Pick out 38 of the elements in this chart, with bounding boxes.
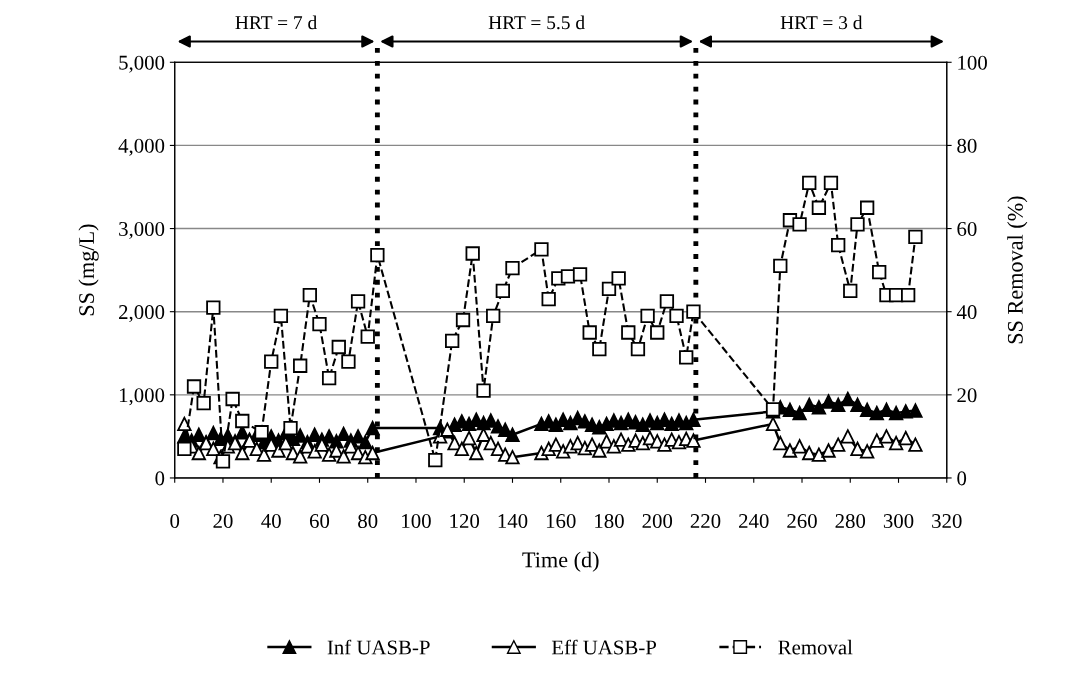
legend-label: Inf UASB-P: [327, 639, 430, 655]
x-tick-label: 20: [213, 513, 233, 529]
x-tick-label: 0: [170, 513, 180, 529]
x-tick-label: 80: [358, 513, 378, 529]
x-tick-label: 180: [595, 513, 624, 529]
text: HRT = 5.5 d: [488, 15, 585, 30]
x-tick-label: 200: [642, 513, 673, 529]
legend-label: Removal: [778, 639, 853, 655]
y2-tick-label: 40: [956, 305, 977, 320]
legend-label: Eff UASB-P: [551, 639, 657, 655]
y2-tick-label: 100: [958, 55, 987, 70]
text: HRT = 7 d: [235, 15, 317, 30]
y-tick-label: 2,000: [119, 305, 165, 323]
y-tick-label: 1,000: [119, 388, 165, 406]
x-tick-label: 40: [261, 513, 281, 529]
y-axis-title: SS (mg/L): [78, 224, 99, 316]
x-tick-label: 100: [402, 513, 431, 529]
x-tick-label: 120: [450, 513, 480, 529]
y2-axis-title: SS Removal (%): [1007, 196, 1028, 344]
y-tick-label: 0: [155, 471, 165, 486]
x-tick-label: 140: [498, 513, 528, 529]
x-tick-label: 300: [883, 513, 914, 529]
y2-tick-label: 20: [957, 388, 977, 403]
x-tick-label: 260: [787, 513, 817, 529]
text: HRT = 3 d: [780, 15, 863, 30]
y2-tick-label: 80: [957, 138, 977, 153]
x-tick-label: 240: [739, 513, 769, 529]
x-tick-label: 280: [835, 513, 866, 529]
y-tick-label: 4,000: [118, 138, 165, 156]
y2-tick-label: 60: [957, 221, 977, 236]
x-tick-label: 60: [309, 513, 330, 529]
y-tick-label: 3,000: [119, 221, 165, 239]
x-tick-label: 160: [546, 513, 576, 529]
x-axis-title: Time (d): [522, 551, 599, 572]
x-tick-label: 220: [690, 513, 721, 529]
y2-tick-label: 0: [957, 471, 967, 486]
y-tick-label: 5,000: [119, 55, 165, 73]
x-tick-label: 320: [932, 513, 962, 529]
